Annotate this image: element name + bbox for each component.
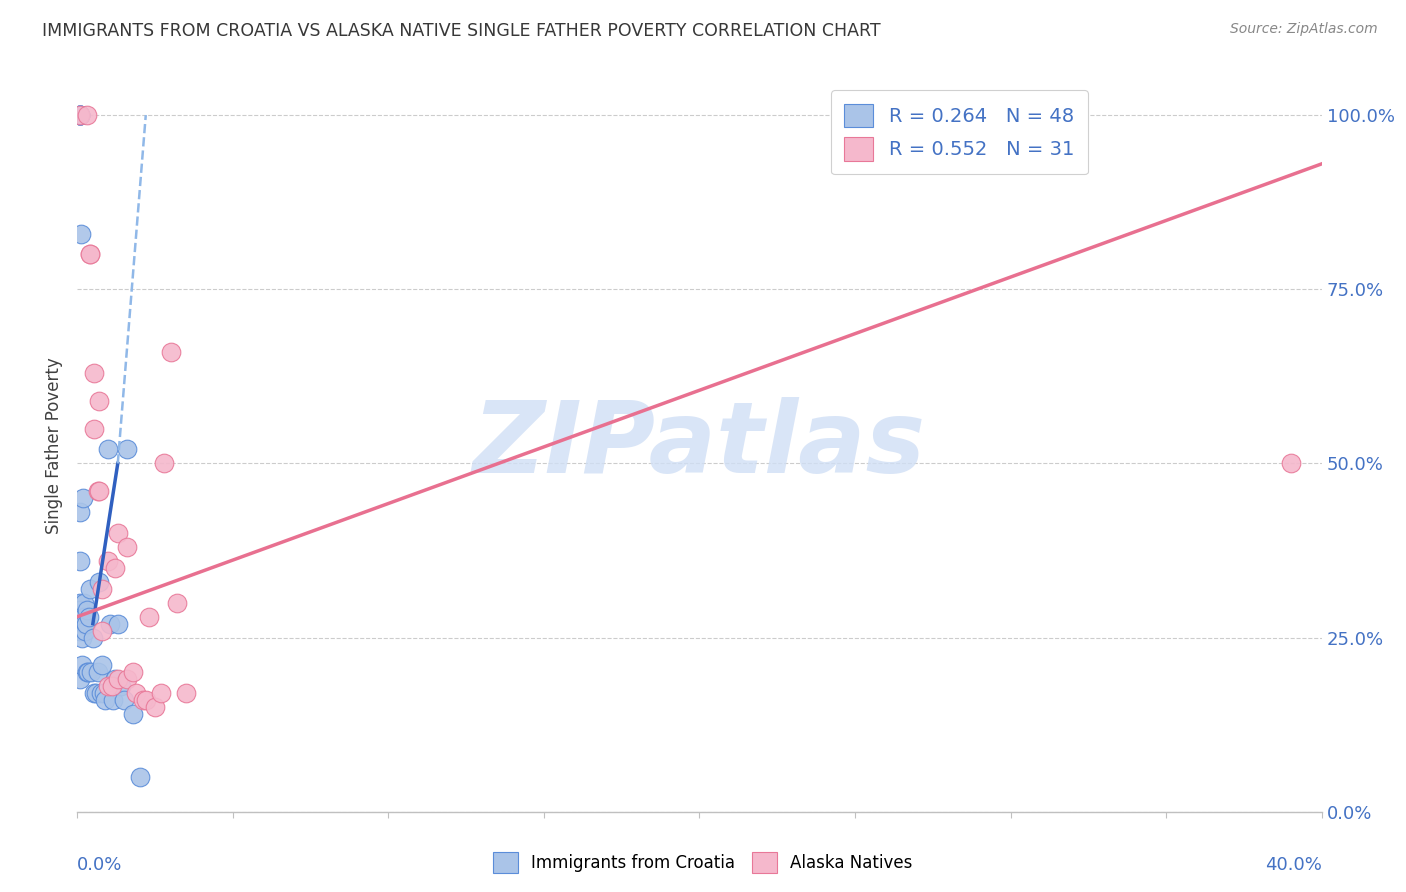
- Point: [159, 345, 181, 359]
- Point: [73, 616, 96, 631]
- Point: [69, 554, 91, 568]
- Point: [91, 624, 114, 638]
- Legend: Immigrants from Croatia, Alaska Natives: Immigrants from Croatia, Alaska Natives: [486, 846, 920, 880]
- Point: [69, 108, 91, 122]
- Point: [77, 609, 100, 624]
- Point: [69, 108, 91, 122]
- Point: [104, 561, 127, 575]
- Point: [115, 540, 138, 554]
- Point: [97, 554, 120, 568]
- Point: [128, 770, 150, 784]
- Point: [125, 686, 148, 700]
- Point: [122, 707, 145, 722]
- Point: [69, 596, 91, 610]
- Point: [93, 686, 115, 700]
- Point: [72, 609, 94, 624]
- Point: [107, 616, 129, 631]
- Point: [83, 421, 105, 435]
- Point: [69, 108, 91, 122]
- Point: [69, 505, 91, 519]
- Point: [79, 247, 101, 261]
- Point: [79, 247, 101, 261]
- Point: [70, 658, 93, 673]
- Point: [76, 665, 98, 680]
- Point: [143, 700, 166, 714]
- Point: [86, 484, 108, 499]
- Point: [69, 624, 91, 638]
- Point: [107, 673, 129, 687]
- Point: [166, 596, 188, 610]
- Point: [107, 526, 129, 541]
- Text: 40.0%: 40.0%: [1265, 855, 1322, 873]
- Point: [80, 665, 103, 680]
- Point: [135, 693, 157, 707]
- Point: [83, 686, 105, 700]
- Point: [122, 665, 145, 680]
- Point: [100, 679, 122, 693]
- Point: [153, 457, 176, 471]
- Point: [82, 631, 104, 645]
- Point: [1279, 457, 1302, 471]
- Point: [94, 693, 117, 707]
- Text: IMMIGRANTS FROM CROATIA VS ALASKA NATIVE SINGLE FATHER POVERTY CORRELATION CHART: IMMIGRANTS FROM CROATIA VS ALASKA NATIVE…: [42, 22, 880, 40]
- Point: [79, 582, 101, 596]
- Point: [91, 658, 114, 673]
- Point: [87, 393, 110, 408]
- Point: [131, 693, 153, 707]
- Point: [87, 574, 110, 589]
- Point: [76, 108, 98, 122]
- Point: [69, 108, 91, 122]
- Y-axis label: Single Father Poverty: Single Father Poverty: [45, 358, 63, 534]
- Point: [115, 442, 138, 457]
- Point: [70, 631, 93, 645]
- Text: ZIPatlas: ZIPatlas: [472, 398, 927, 494]
- Point: [90, 686, 112, 700]
- Point: [72, 596, 94, 610]
- Point: [110, 679, 132, 693]
- Point: [76, 603, 98, 617]
- Point: [101, 693, 124, 707]
- Point: [100, 679, 122, 693]
- Point: [70, 227, 93, 241]
- Point: [115, 673, 138, 687]
- Point: [174, 686, 197, 700]
- Point: [69, 108, 91, 122]
- Point: [150, 686, 173, 700]
- Point: [69, 603, 91, 617]
- Point: [97, 442, 120, 457]
- Point: [91, 582, 114, 596]
- Point: [75, 624, 97, 638]
- Point: [69, 673, 91, 687]
- Point: [97, 679, 120, 693]
- Point: [86, 665, 108, 680]
- Text: 0.0%: 0.0%: [77, 855, 122, 873]
- Point: [83, 366, 105, 380]
- Point: [77, 665, 100, 680]
- Point: [72, 491, 94, 506]
- Point: [69, 108, 91, 122]
- Point: [69, 616, 91, 631]
- Point: [112, 693, 135, 707]
- Point: [87, 484, 110, 499]
- Point: [84, 686, 107, 700]
- Point: [104, 673, 127, 687]
- Point: [69, 108, 91, 122]
- Legend: R = 0.264   N = 48, R = 0.552   N = 31: R = 0.264 N = 48, R = 0.552 N = 31: [831, 90, 1088, 175]
- Point: [98, 616, 121, 631]
- Point: [75, 616, 97, 631]
- Text: Source: ZipAtlas.com: Source: ZipAtlas.com: [1230, 22, 1378, 37]
- Point: [138, 609, 160, 624]
